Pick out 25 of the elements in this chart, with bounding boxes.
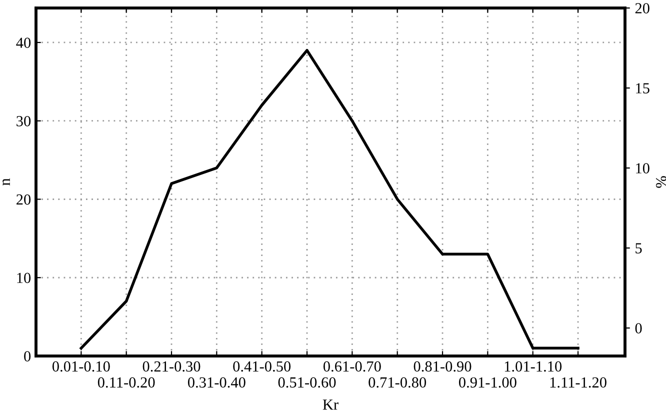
x-tick-label: 0.11-0.20: [98, 377, 155, 388]
y2-tick-label: 20: [635, 3, 650, 14]
y-axis-title: n: [2, 178, 10, 186]
y2-tick-label: 5: [636, 243, 642, 254]
x-tick-label: 0.21-0.30: [142, 361, 200, 372]
x-tick-label: 1.01-1.10: [504, 361, 562, 372]
y-tick-label: 20: [16, 194, 31, 205]
x-tick-label: 0.91-1.00: [458, 377, 516, 388]
y-tick-label: 0: [24, 351, 31, 362]
x-tick-label: 1.11-1.20: [550, 377, 606, 388]
y-tick-label: 10: [17, 272, 31, 284]
x-tick-label: 0.41-0.50: [233, 361, 291, 372]
y2-tick-label: 15: [636, 83, 650, 94]
y-tick-label: 40: [16, 38, 31, 48]
x-tick-label: 0.61-0.70: [323, 361, 381, 372]
y2-tick-label: 0: [635, 323, 642, 334]
x-tick-label: 0.51-0.60: [278, 377, 336, 388]
y2-tick-label: 10: [636, 163, 650, 174]
y2-axis-title: %: [656, 176, 666, 188]
x-tick-label: 0.01-0.10: [52, 361, 110, 372]
x-tick-label: 0.31-0.40: [188, 377, 246, 388]
x-axis-title: Kr: [322, 400, 338, 410]
y-tick-label: 30: [16, 116, 31, 126]
x-tick-label: 0.81-0.90: [414, 361, 472, 372]
x-tick-label: 0.71-0.80: [368, 377, 426, 388]
